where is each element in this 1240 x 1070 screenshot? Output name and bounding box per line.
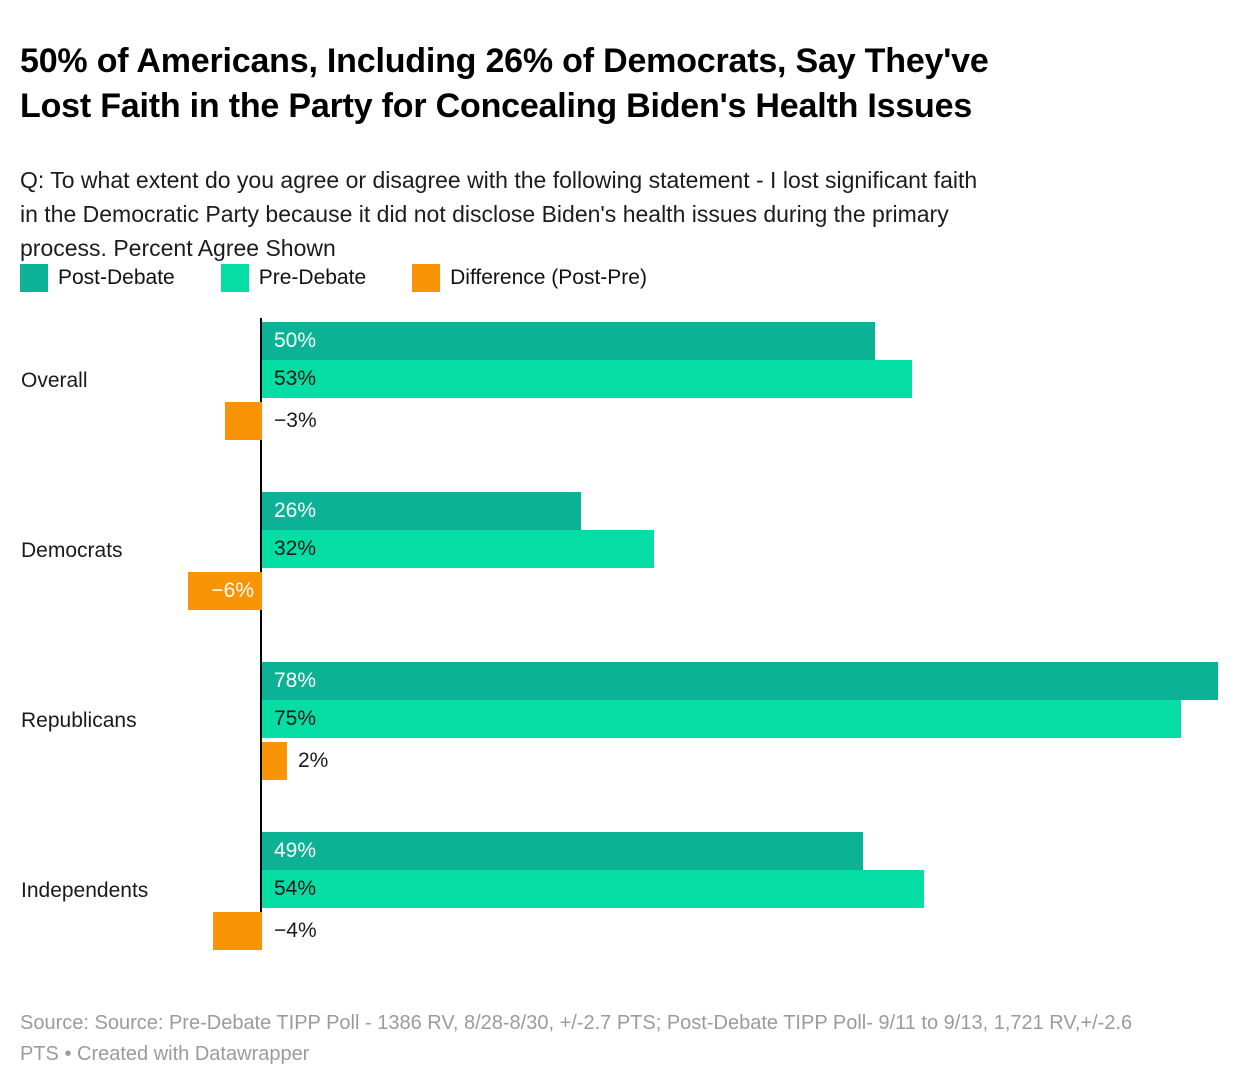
legend-swatch-pre xyxy=(220,264,249,292)
legend-item-post: Post-Debate xyxy=(20,264,175,292)
chart-title: 50% of Americans, Including 26% of Democ… xyxy=(20,39,1220,129)
bar-value-label: −4% xyxy=(274,919,317,942)
bar-value-label: 32% xyxy=(274,537,317,560)
bar-difference xyxy=(213,912,262,950)
chart-title-line1: 50% of Americans, Including 26% of Democ… xyxy=(20,41,989,80)
bar-value-label: 49% xyxy=(274,839,317,862)
legend: Post-Debate Pre-Debate Difference (Post-Pr… xyxy=(20,264,647,292)
legend-label-pre: Pre-Debate xyxy=(258,266,367,289)
bar-pre-debate: 53% xyxy=(262,360,912,398)
legend-swatch-post xyxy=(20,264,48,292)
bar-pre-debate: 32% xyxy=(262,530,654,568)
bar-value-label: 26% xyxy=(274,499,317,522)
legend-item-diff: Difference (Post-Pre) xyxy=(412,264,647,292)
bar-value-label: 78% xyxy=(274,669,317,692)
chart-title-line2: Lost Faith in the Party for Concealing B… xyxy=(20,86,973,125)
bar-post-debate: 50% xyxy=(262,322,875,360)
chart-subtitle-line2: in the Democratic Party because it did n… xyxy=(20,201,949,227)
bar-value-label: 54% xyxy=(274,877,317,900)
category-label: Independents xyxy=(21,879,149,902)
chart-subtitle-line1: Q: To what extent do you agree or disagr… xyxy=(20,167,978,193)
chart-subtitle: Q: To what extent do you agree or disagr… xyxy=(20,163,1220,265)
bar-group-democrats: Democrats 26% 32% −6% xyxy=(0,492,1240,610)
legend-label-diff: Difference (Post-Pre) xyxy=(450,266,647,289)
bar-value-label: 50% xyxy=(274,329,317,352)
bar-post-debate: 78% xyxy=(262,662,1218,700)
bar-group-overall: Overall 50% 53% −3% xyxy=(0,322,1240,440)
axis-line xyxy=(260,318,262,950)
bar-value-label: −6% xyxy=(211,579,254,602)
category-label: Democrats xyxy=(21,539,123,562)
bar-value-label: 2% xyxy=(298,749,329,772)
bar-difference xyxy=(225,402,262,440)
bar-group-republicans: Republicans 78% 75% 2% xyxy=(0,662,1240,780)
bar-post-debate: 49% xyxy=(262,832,863,870)
source-note: Source: Source: Pre-Debate TIPP Poll - 1… xyxy=(20,1008,1225,1070)
bar-group-independents: Independents 49% 54% −4% xyxy=(0,832,1240,950)
source-note-line2: PTS • Created with Datawrapper xyxy=(20,1043,310,1065)
bar-value-label: −3% xyxy=(274,409,317,432)
category-label: Overall xyxy=(21,369,88,392)
legend-swatch-diff xyxy=(412,264,441,292)
bar-value-label: 75% xyxy=(274,707,317,730)
legend-label-post: Post-Debate xyxy=(58,266,175,289)
chart-subtitle-line3: process. Percent Agree Shown xyxy=(20,235,336,261)
bar-difference xyxy=(262,742,287,780)
bar-pre-debate: 54% xyxy=(262,870,924,908)
bar-chart: Overall 50% 53% −3% Democrats 26% 32% −6% Republ… xyxy=(0,318,1240,950)
source-note-line1: Source: Source: Pre-Debate TIPP Poll - 1… xyxy=(20,1012,1133,1034)
bar-value-label: 53% xyxy=(274,367,317,390)
legend-item-pre: Pre-Debate xyxy=(220,264,367,292)
bar-pre-debate: 75% xyxy=(262,700,1181,738)
category-label: Republicans xyxy=(21,709,137,732)
bar-difference: −6% xyxy=(188,572,262,610)
bar-post-debate: 26% xyxy=(262,492,581,530)
